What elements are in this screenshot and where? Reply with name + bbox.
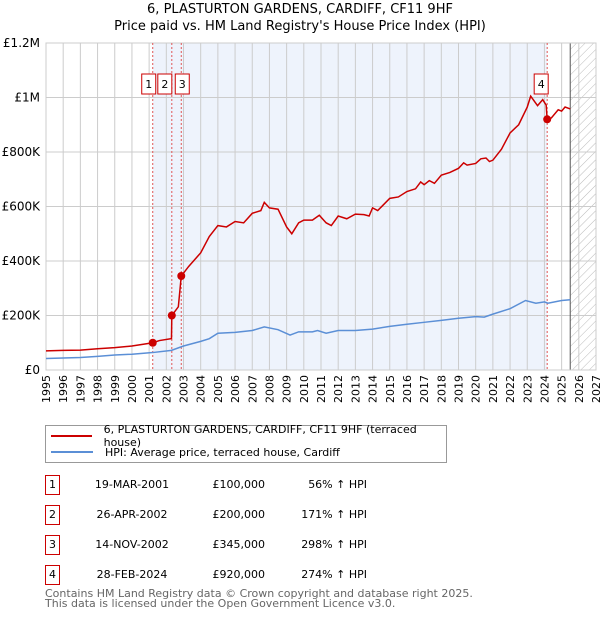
transaction-row: 3 14-NOV-2002 £345,000 298% ↑ HPI (45, 535, 445, 555)
y-tick-label: £400K (2, 254, 42, 268)
x-tick-label: 2026 (573, 375, 586, 403)
x-tick-label: 2009 (281, 375, 294, 403)
sale-badge-label: 2 (161, 78, 168, 91)
footer-line-2: This data is licensed under the Open Gov… (45, 597, 396, 610)
transaction-hpi-change: 56% ↑ HPI (308, 478, 367, 491)
x-tick-label: 2027 (590, 375, 600, 403)
y-tick-label: £200K (2, 309, 42, 323)
transaction-price: £200,000 (212, 508, 266, 521)
x-tick-label: 2011 (315, 375, 328, 403)
legend-item-hpi: HPI: Average price, terraced house, Card… (46, 444, 340, 460)
x-tick-label: 2015 (384, 375, 397, 403)
chart-title: 6, PLASTURTON GARDENS, CARDIFF, CF11 9HF (147, 2, 453, 17)
x-tick-label: 1997 (74, 375, 87, 403)
chart-subtitle: Price paid vs. HM Land Registry's House … (114, 19, 486, 34)
transaction-date: 28-FEB-2024 (96, 568, 168, 581)
transaction-hpi-change: 274% ↑ HPI (301, 568, 367, 581)
legend-swatch-red (51, 435, 92, 437)
transaction-badge: 2 (45, 505, 60, 525)
sale-badge-2 (157, 73, 173, 95)
transaction-hpi-change: 171% ↑ HPI (301, 508, 367, 521)
sale-point-1 (148, 338, 157, 347)
footer-line-1: Contains HM Land Registry data © Crown c… (45, 587, 473, 600)
property-price-line (45, 94, 571, 352)
x-tick-label: 2008 (263, 375, 276, 403)
x-tick-label: 2003 (178, 375, 191, 403)
x-tick-label: 1998 (92, 375, 105, 403)
x-tick-label: 2006 (229, 375, 242, 403)
x-tick-label: 2004 (195, 375, 208, 403)
x-tick-label: 1999 (109, 375, 122, 403)
x-tick-label: 2022 (504, 375, 517, 403)
y-tick-label: £600K (2, 200, 42, 214)
sale-badge-label: 1 (145, 78, 152, 91)
sale-badge-label: 4 (538, 78, 545, 91)
y-tick-label: £1.2M (3, 36, 40, 50)
transaction-row: 1 19-MAR-2001 £100,000 56% ↑ HPI (45, 475, 445, 495)
legend-label-property: 6, PLASTURTON GARDENS, CARDIFF, CF11 9HF… (103, 423, 417, 449)
x-tick-label: 2023 (521, 375, 534, 403)
legend-label-hpi: HPI: Average price, terraced house, Card… (105, 445, 340, 459)
transaction-price: £100,000 (212, 478, 266, 491)
legend-swatch-blue (51, 451, 93, 453)
x-tick-label: 2020 (470, 375, 483, 403)
x-tick-label: 2001 (143, 375, 156, 403)
x-tick-label: 2024 (538, 375, 551, 403)
sale-point-2 (167, 311, 176, 320)
transaction-badge: 3 (45, 535, 60, 555)
x-tick-label: 2017 (418, 375, 431, 403)
x-tick-label: 2002 (160, 375, 173, 403)
sale-badge-3 (174, 73, 190, 95)
transaction-badge: 1 (45, 475, 60, 495)
x-tick-label: 2019 (453, 375, 466, 403)
x-tick-label: 2016 (401, 375, 414, 403)
y-tick-label: £800K (2, 145, 42, 159)
sale-point-3 (177, 271, 186, 280)
sale-badge-4 (533, 73, 549, 95)
hpi-line (45, 298, 571, 360)
y-tick-label: £0 (25, 363, 40, 377)
x-tick-label: 1996 (57, 375, 70, 403)
x-tick-label: 2012 (332, 375, 345, 403)
x-tick-label: 2014 (367, 375, 380, 403)
x-tick-label: 2007 (246, 375, 259, 403)
x-tick-label: 2005 (212, 375, 225, 403)
footer: Contains HM Land Registry data © Crown c… (45, 587, 473, 610)
x-tick-label: 2000 (126, 375, 139, 403)
transaction-date: 26-APR-2002 (96, 508, 168, 521)
transaction-hpi-change: 298% ↑ HPI (301, 538, 367, 551)
transaction-price: £345,000 (212, 538, 266, 551)
x-tick-label: 2013 (349, 375, 362, 403)
transaction-date: 14-NOV-2002 (95, 538, 169, 551)
sale-badge-label: 3 (179, 78, 186, 91)
x-tick-label: 2018 (435, 375, 448, 403)
transaction-row: 4 28-FEB-2024 £920,000 274% ↑ HPI (45, 565, 445, 585)
x-tick-label: 2021 (487, 375, 500, 403)
y-tick-label: £1M (14, 91, 40, 105)
sale-point-4 (543, 115, 552, 124)
plot-frame (45, 42, 597, 371)
transaction-badge: 4 (45, 565, 60, 585)
transaction-price: £920,000 (212, 568, 266, 581)
transaction-row: 2 26-APR-2002 £200,000 171% ↑ HPI (45, 505, 445, 525)
legend: 6, PLASTURTON GARDENS, CARDIFF, CF11 9HF… (45, 423, 447, 463)
x-tick-label: 2010 (298, 375, 311, 403)
legend-item-property: 6, PLASTURTON GARDENS, CARDIFF, CF11 9HF… (46, 423, 446, 449)
x-tick-label: 2025 (556, 375, 569, 403)
price-chart: 1995 1996 1997 1998 1999 2000 2001 2002 2003 2004… (2, 36, 600, 403)
transaction-date: 19-MAR-2001 (94, 478, 170, 491)
sale-badge-1 (141, 73, 157, 95)
x-tick-label: 1995 (40, 375, 53, 403)
